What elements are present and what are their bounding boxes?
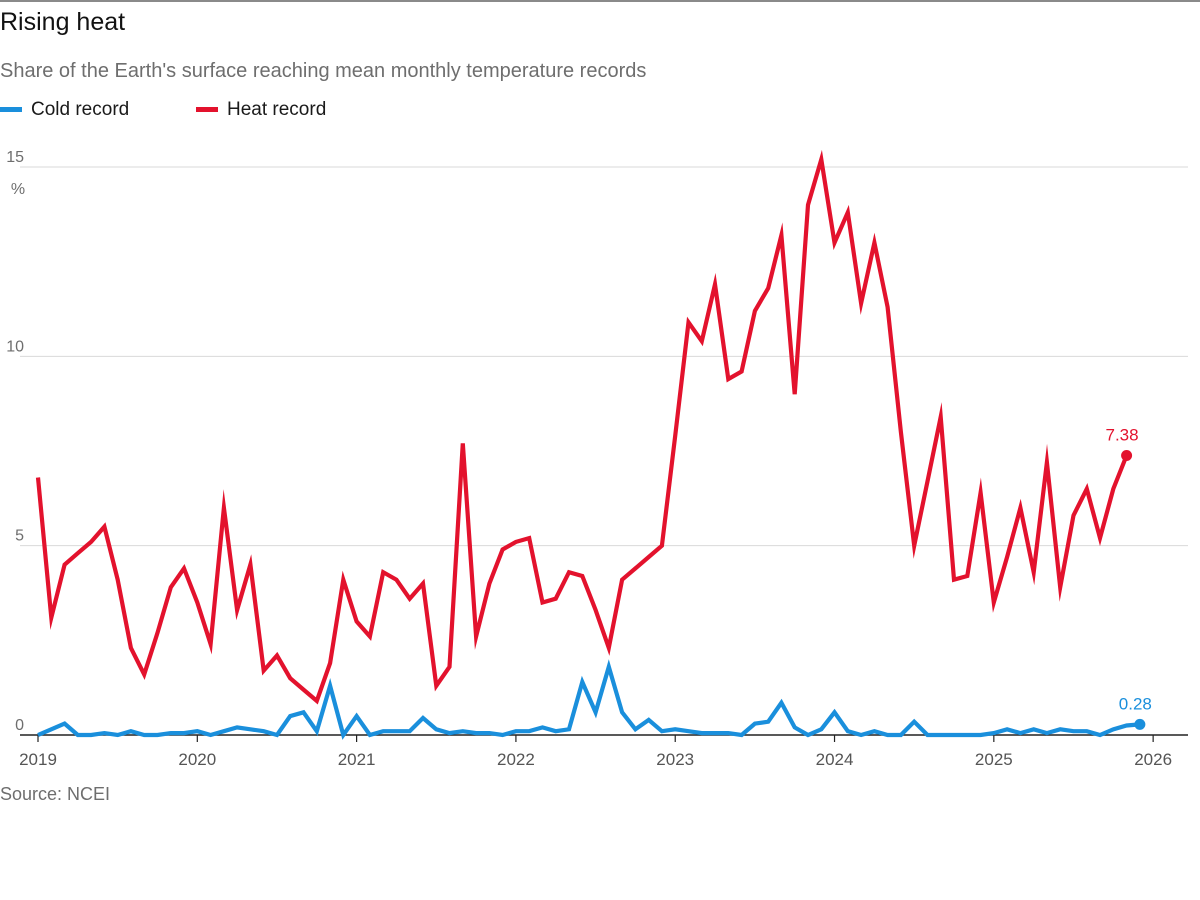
x-tick-label-2023: 2023 — [656, 750, 694, 769]
x-tick-label-2024: 2024 — [816, 750, 854, 769]
series-line-cold-record — [37, 659, 1141, 740]
x-tick-label-2020: 2020 — [178, 750, 216, 769]
chart-subtitle: Share of the Earth's surface reaching me… — [0, 60, 647, 82]
legend-label-cold-record: Cold record — [31, 99, 130, 120]
series-end-point-cold-record — [1134, 718, 1146, 730]
legend-label-heat-record: Heat record — [227, 99, 327, 120]
series-end-label-heat-record: 7.38 — [1105, 426, 1138, 445]
legend-swatch-cold-record — [0, 107, 22, 112]
series-line-heat-record — [35, 149, 1129, 705]
y-tick-label-5: 5 — [15, 528, 24, 545]
top-rule — [0, 0, 1200, 2]
x-tick-label-2025: 2025 — [975, 750, 1013, 769]
x-tick-label-2019: 2019 — [19, 750, 57, 769]
y-tick-label-10: 10 — [6, 338, 24, 355]
series-end-point-heat-record — [1121, 450, 1133, 462]
x-tick-label-2021: 2021 — [338, 750, 376, 769]
series-end-label-cold-record: 0.28 — [1119, 694, 1152, 713]
chart-title: Rising heat — [0, 8, 126, 36]
y-axis-unit-label: % — [11, 181, 25, 198]
y-tick-label-15: 15 — [6, 149, 24, 166]
source-note: Source: NCEI — [0, 784, 111, 804]
y-tick-label-0: 0 — [15, 717, 24, 734]
x-tick-label-2022: 2022 — [497, 750, 535, 769]
legend-swatch-heat-record — [196, 107, 218, 112]
x-tick-label-2026: 2026 — [1134, 750, 1172, 769]
